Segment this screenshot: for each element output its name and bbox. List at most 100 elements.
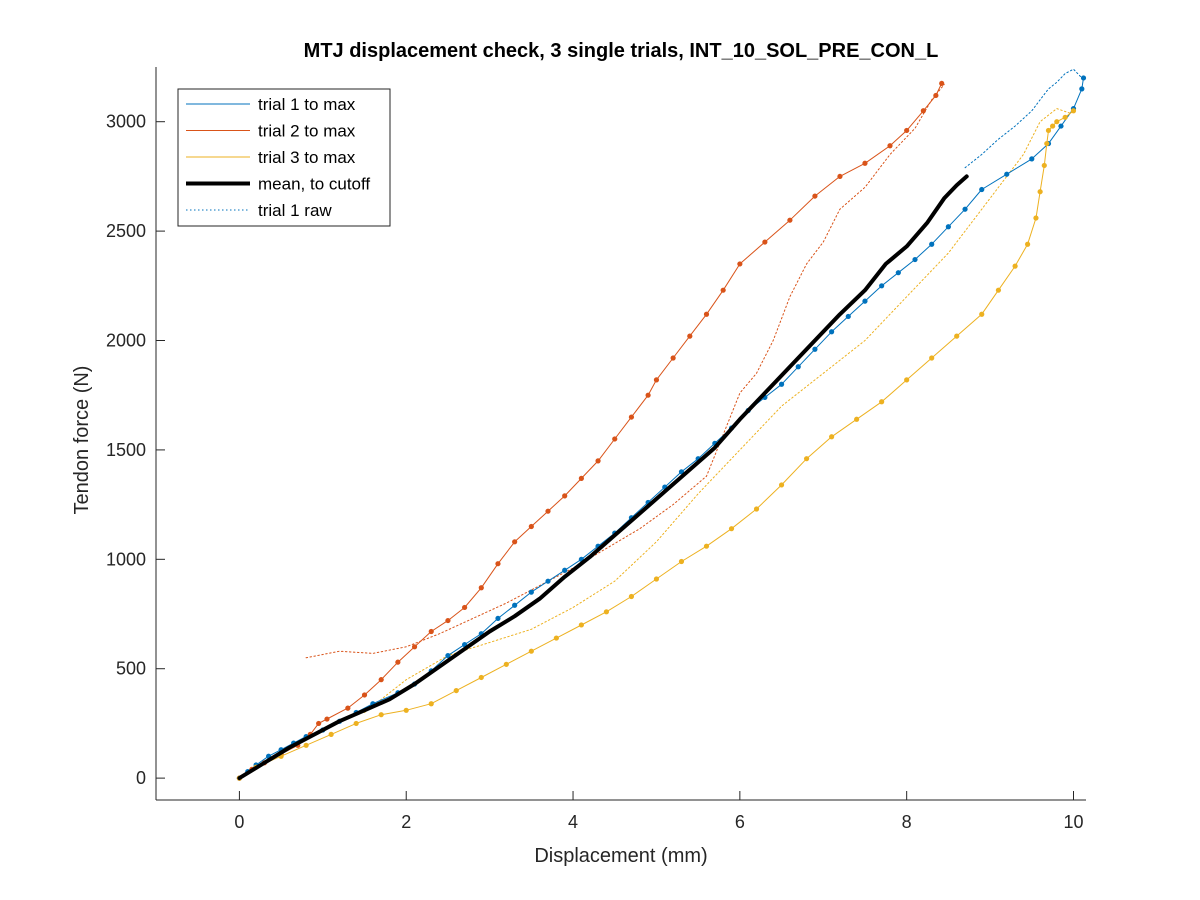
series-2-point-35 xyxy=(1037,189,1043,195)
series-1-point-13 xyxy=(428,628,434,635)
series-1-point-42 xyxy=(939,80,945,87)
series-0-point-37 xyxy=(829,329,835,335)
legend-label-1: trial 2 to max xyxy=(258,122,356,141)
series-1-point-32 xyxy=(737,261,743,267)
series-2-point-32 xyxy=(1012,263,1018,269)
series-2-point-28 xyxy=(929,355,935,361)
series-1-point-24 xyxy=(612,436,618,442)
series-2-point-16 xyxy=(628,593,635,600)
series-1-point-41 xyxy=(933,92,939,99)
series-2-point-31 xyxy=(995,287,1002,293)
series-line-6 xyxy=(364,108,1070,713)
series-0-point-14 xyxy=(445,652,451,659)
series-2-point-4 xyxy=(328,731,334,737)
series-1-point-35 xyxy=(812,193,818,199)
series-2-point-10 xyxy=(478,674,484,681)
series-2-point-29 xyxy=(954,333,960,339)
series-1-point-34 xyxy=(787,217,793,223)
legend-label-2: trial 3 to max xyxy=(258,148,356,167)
chart-title: MTJ displacement check, 3 single trials,… xyxy=(304,40,939,62)
series-1-point-31 xyxy=(720,287,726,293)
series-1-point-40 xyxy=(920,108,926,114)
y-tick-label-3: 1500 xyxy=(106,440,146,460)
legend-label-0: trial 1 to max xyxy=(258,95,356,114)
series-2-point-27 xyxy=(904,377,910,383)
series-1-point-20 xyxy=(545,508,551,514)
series-0-point-41 xyxy=(895,270,901,276)
series-2-point-40 xyxy=(1054,119,1060,125)
legend-label-3: mean, to cutoff xyxy=(258,175,370,194)
series-2-point-19 xyxy=(703,543,710,549)
series-0-point-50 xyxy=(1058,123,1064,129)
series-2-point-38 xyxy=(1045,127,1052,134)
series-0-point-40 xyxy=(879,283,885,289)
series-2-point-17 xyxy=(653,576,660,582)
legend: trial 1 to max trial 2 to max trial 3 to m… xyxy=(177,88,391,227)
series-1-point-8 xyxy=(345,705,351,711)
y-tick-label-5: 2500 xyxy=(106,221,146,241)
series-2-point-25 xyxy=(854,416,860,422)
series-line-4 xyxy=(964,68,1083,169)
x-tick-label-4: 8 xyxy=(902,812,912,832)
series-1-point-21 xyxy=(562,493,568,499)
series-2-point-9 xyxy=(453,687,459,694)
series-1-point-28 xyxy=(670,355,676,361)
x-axis-label: Displacement (mm) xyxy=(534,845,707,867)
series-0-point-47 xyxy=(1004,171,1010,177)
x-tick-label-0: 0 xyxy=(234,812,244,832)
x-tick-label-5: 10 xyxy=(1063,812,1083,832)
series-2-point-21 xyxy=(753,506,760,512)
series-0-point-19 xyxy=(528,589,534,595)
series-2-point-8 xyxy=(428,701,434,707)
ticks-layer: 0 2 4 6 8 10 0 500 1000 1500 2000 2500 3000 xyxy=(106,112,1084,832)
axes-layer xyxy=(155,67,1086,801)
series-0-point-18 xyxy=(512,602,518,608)
series-1-point-9 xyxy=(361,692,368,698)
series-1-point-6 xyxy=(316,720,322,727)
x-tick-label-3: 6 xyxy=(735,812,745,832)
series-2-point-6 xyxy=(378,712,384,718)
series-1-point-11 xyxy=(395,659,401,665)
series-1-point-30 xyxy=(703,311,710,317)
series-1-point-29 xyxy=(687,333,693,339)
series-0-point-20 xyxy=(545,578,551,584)
y-tick-label-2: 1000 xyxy=(106,549,146,569)
series-2-point-42 xyxy=(1070,108,1077,114)
series-0-point-46 xyxy=(979,186,985,193)
series-2-point-24 xyxy=(829,434,835,440)
series-1-point-27 xyxy=(653,377,660,383)
series-0-point-28 xyxy=(678,469,685,475)
y-tick-label-6: 3000 xyxy=(106,112,146,132)
series-1-point-38 xyxy=(887,143,893,149)
series-2-point-26 xyxy=(879,399,885,405)
series-2-point-13 xyxy=(553,635,559,641)
series-1-point-19 xyxy=(528,523,534,530)
series-1-point-18 xyxy=(512,539,518,545)
series-2-point-34 xyxy=(1033,215,1039,221)
series-2-point-41 xyxy=(1062,114,1068,120)
series-2-point-15 xyxy=(603,609,610,615)
series-1-point-14 xyxy=(445,617,451,624)
series-2-point-36 xyxy=(1041,162,1047,169)
series-2-point-12 xyxy=(528,648,534,654)
y-tick-label-4: 2000 xyxy=(106,331,146,351)
series-0-point-45 xyxy=(962,206,968,212)
series-1-point-23 xyxy=(595,458,601,464)
series-2-point-3 xyxy=(303,742,309,748)
series-2-point-20 xyxy=(728,526,735,532)
series-0-point-34 xyxy=(778,381,785,387)
x-tick-label-2: 4 xyxy=(568,812,578,832)
series-1-point-37 xyxy=(862,160,868,166)
series-0-point-36 xyxy=(812,346,818,352)
legend-label-4: trial 1 raw xyxy=(258,201,332,220)
series-2-point-30 xyxy=(979,311,985,317)
series-2-point-18 xyxy=(678,558,685,565)
series-2-point-22 xyxy=(778,482,785,488)
series-2-point-39 xyxy=(1050,123,1056,129)
series-0-point-48 xyxy=(1029,156,1035,162)
series-1-point-16 xyxy=(478,585,484,591)
series-2-point-14 xyxy=(578,622,584,628)
series-0-point-53 xyxy=(1080,75,1087,81)
